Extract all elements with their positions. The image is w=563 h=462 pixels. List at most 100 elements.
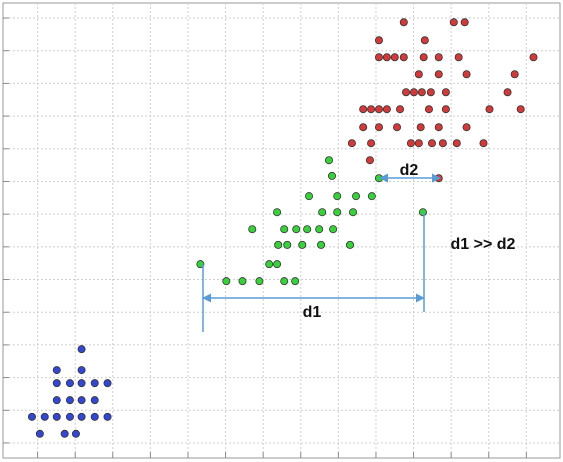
point — [462, 123, 471, 132]
point — [454, 53, 463, 62]
point — [399, 53, 408, 62]
point — [90, 412, 99, 421]
d1-label: d1 — [303, 304, 322, 321]
point — [346, 240, 355, 249]
point — [382, 53, 391, 62]
point — [399, 18, 408, 27]
point — [77, 412, 86, 421]
point — [333, 208, 342, 217]
point — [374, 53, 383, 62]
point — [52, 366, 61, 375]
point — [317, 240, 326, 249]
point — [327, 171, 336, 180]
point — [462, 70, 471, 79]
point — [449, 18, 458, 27]
point — [438, 139, 447, 148]
point — [352, 192, 361, 201]
point — [409, 88, 418, 97]
point — [434, 70, 443, 79]
grid — [3, 3, 560, 458]
points — [27, 18, 538, 438]
point — [65, 396, 74, 405]
point — [374, 105, 383, 114]
point — [77, 345, 86, 354]
point — [365, 156, 374, 165]
point — [283, 240, 292, 249]
point — [35, 429, 44, 438]
point — [419, 53, 428, 62]
point — [71, 429, 80, 438]
point — [303, 225, 312, 234]
point — [255, 277, 264, 286]
point — [374, 36, 383, 45]
point — [479, 139, 488, 148]
point — [318, 208, 327, 217]
point — [418, 208, 427, 217]
point — [292, 225, 301, 234]
point — [441, 88, 450, 97]
point — [103, 412, 112, 421]
point — [60, 429, 69, 438]
point — [273, 208, 282, 217]
point — [305, 192, 314, 201]
point — [52, 412, 61, 421]
point — [196, 260, 205, 269]
point — [291, 277, 300, 286]
point — [402, 88, 411, 97]
point — [529, 53, 538, 62]
point — [65, 379, 74, 388]
point — [416, 123, 425, 132]
point — [441, 105, 450, 114]
point — [77, 379, 86, 388]
point — [359, 105, 368, 114]
point — [503, 88, 512, 97]
point — [298, 240, 307, 249]
point — [426, 88, 435, 97]
d2-label: d2 — [400, 162, 419, 179]
point — [510, 70, 519, 79]
point — [273, 260, 282, 269]
point — [315, 225, 324, 234]
point — [382, 105, 391, 114]
point — [359, 123, 368, 132]
point — [324, 156, 333, 165]
point — [90, 379, 99, 388]
point — [333, 192, 342, 201]
point — [427, 139, 436, 148]
point — [424, 105, 433, 114]
point — [396, 105, 405, 114]
point — [27, 412, 36, 421]
point — [347, 139, 356, 148]
point — [414, 70, 423, 79]
point — [274, 240, 283, 249]
point — [90, 396, 99, 405]
point — [434, 53, 443, 62]
point — [374, 123, 383, 132]
point — [406, 139, 415, 148]
point — [329, 225, 338, 234]
point — [248, 225, 257, 234]
point — [516, 105, 525, 114]
point — [280, 277, 289, 286]
point — [460, 18, 469, 27]
point — [222, 277, 231, 286]
point — [40, 412, 49, 421]
point — [77, 366, 86, 375]
point — [238, 277, 247, 286]
point — [52, 379, 61, 388]
point — [485, 105, 494, 114]
point — [417, 88, 426, 97]
point — [434, 123, 443, 132]
point — [393, 123, 402, 132]
point — [414, 139, 423, 148]
point — [420, 36, 429, 45]
point — [367, 105, 376, 114]
relation-label: d1 >> d2 — [451, 236, 516, 253]
point — [349, 208, 358, 217]
point — [367, 192, 376, 201]
point — [65, 412, 74, 421]
point — [103, 379, 112, 388]
point — [280, 225, 289, 234]
